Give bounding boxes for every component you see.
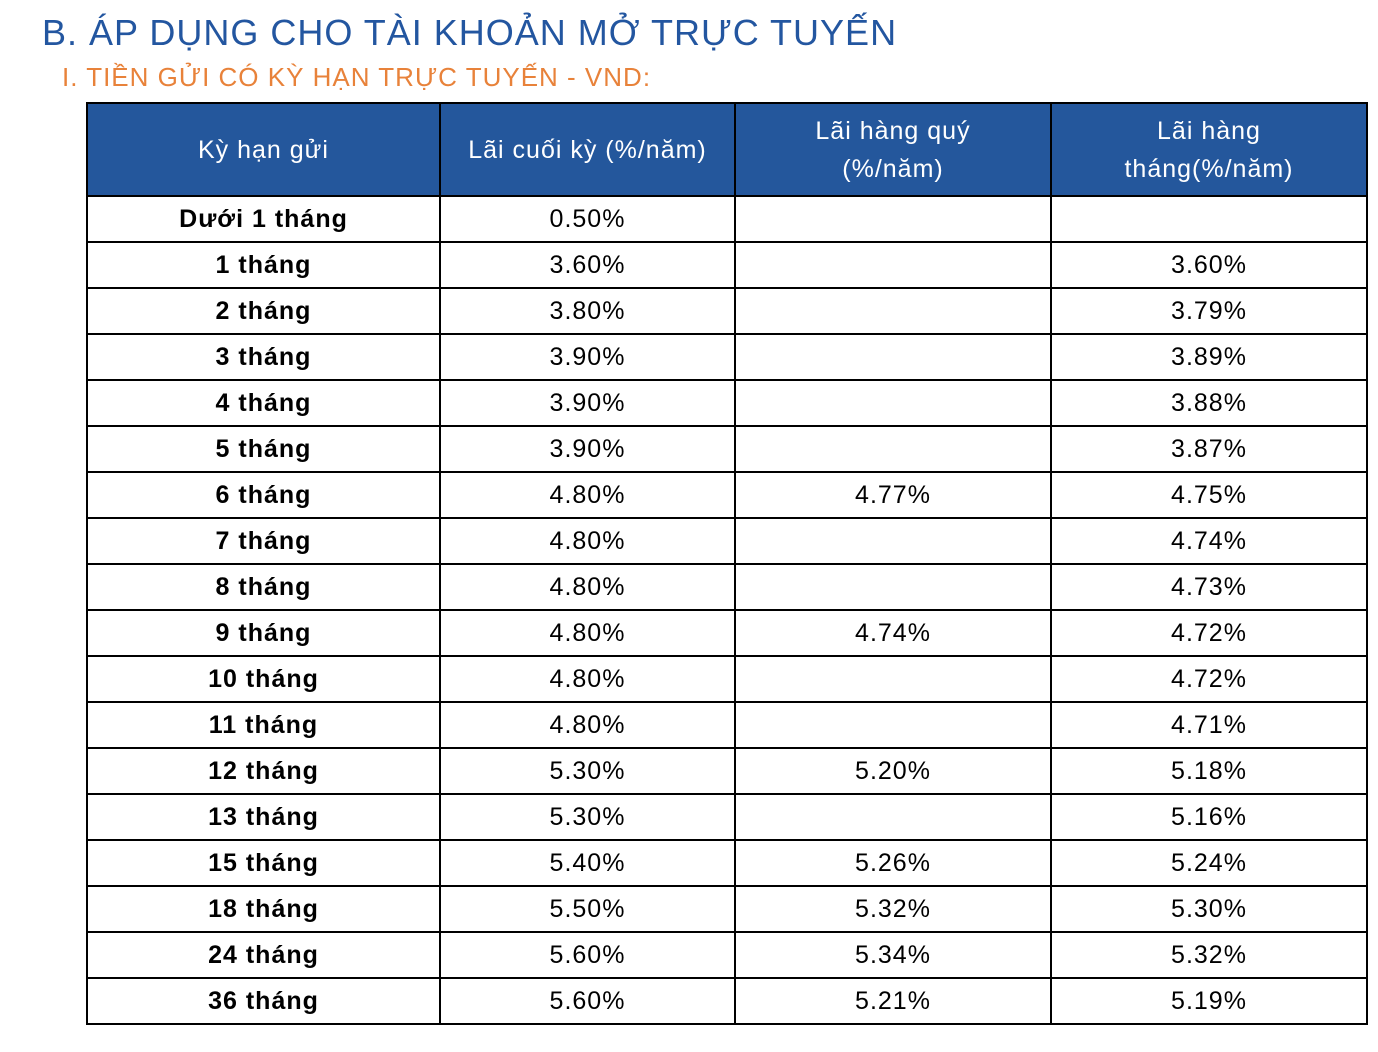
- cell-quarterly-rate: [734, 425, 1052, 473]
- cell-term: 12 tháng: [86, 747, 441, 795]
- cell-monthly-rate: 4.72%: [1050, 655, 1368, 703]
- cell-term: 15 tháng: [86, 839, 441, 887]
- cell-term: 11 tháng: [86, 701, 441, 749]
- cell-term: 9 tháng: [86, 609, 441, 657]
- cell-quarterly-rate: 5.26%: [734, 839, 1052, 887]
- cell-quarterly-rate: [734, 241, 1052, 289]
- cell-monthly-rate: 3.60%: [1050, 241, 1368, 289]
- table-row: Dưới 1 tháng 0.50%: [86, 195, 1368, 243]
- table-row: 8 tháng 4.80% 4.73%: [86, 563, 1368, 611]
- cell-quarterly-rate: 5.32%: [734, 885, 1052, 933]
- cell-term: 3 tháng: [86, 333, 441, 381]
- cell-monthly-rate: 5.30%: [1050, 885, 1368, 933]
- cell-end-of-term-rate: 3.90%: [439, 333, 736, 381]
- table-row: 18 tháng 5.50% 5.32% 5.30%: [86, 885, 1368, 933]
- header-term: Kỳ hạn gửi: [86, 102, 441, 197]
- header-end-of-term: Lãi cuối kỳ (%/năm): [439, 102, 736, 197]
- cell-quarterly-rate: [734, 701, 1052, 749]
- table-row: 4 tháng 3.90% 3.88%: [86, 379, 1368, 427]
- cell-term: 5 tháng: [86, 425, 441, 473]
- cell-monthly-rate: 5.16%: [1050, 793, 1368, 841]
- cell-quarterly-rate: 5.34%: [734, 931, 1052, 979]
- cell-monthly-rate: 5.19%: [1050, 977, 1368, 1025]
- cell-end-of-term-rate: 5.30%: [439, 747, 736, 795]
- cell-end-of-term-rate: 4.80%: [439, 655, 736, 703]
- cell-end-of-term-rate: 0.50%: [439, 195, 736, 243]
- cell-end-of-term-rate: 5.40%: [439, 839, 736, 887]
- cell-end-of-term-rate: 5.30%: [439, 793, 736, 841]
- cell-quarterly-rate: [734, 333, 1052, 381]
- cell-monthly-rate: 4.74%: [1050, 517, 1368, 565]
- table-row: 3 tháng 3.90% 3.89%: [86, 333, 1368, 381]
- cell-end-of-term-rate: 5.60%: [439, 977, 736, 1025]
- cell-end-of-term-rate: 3.90%: [439, 379, 736, 427]
- cell-monthly-rate: 3.89%: [1050, 333, 1368, 381]
- cell-term: Dưới 1 tháng: [86, 195, 441, 243]
- cell-term: 24 tháng: [86, 931, 441, 979]
- table-row: 5 tháng 3.90% 3.87%: [86, 425, 1368, 473]
- cell-monthly-rate: 4.71%: [1050, 701, 1368, 749]
- table-row: 15 tháng 5.40% 5.26% 5.24%: [86, 839, 1368, 887]
- cell-monthly-rate: 3.88%: [1050, 379, 1368, 427]
- cell-term: 6 tháng: [86, 471, 441, 519]
- cell-quarterly-rate: 4.77%: [734, 471, 1052, 519]
- cell-quarterly-rate: [734, 793, 1052, 841]
- cell-monthly-rate: 4.73%: [1050, 563, 1368, 611]
- cell-end-of-term-rate: 4.80%: [439, 609, 736, 657]
- cell-term: 13 tháng: [86, 793, 441, 841]
- cell-monthly-rate: 4.72%: [1050, 609, 1368, 657]
- table-row: 6 tháng 4.80% 4.77% 4.75%: [86, 471, 1368, 519]
- cell-end-of-term-rate: 4.80%: [439, 563, 736, 611]
- cell-quarterly-rate: 5.20%: [734, 747, 1052, 795]
- table-row: 9 tháng 4.80% 4.74% 4.72%: [86, 609, 1368, 657]
- cell-monthly-rate: 3.87%: [1050, 425, 1368, 473]
- cell-monthly-rate: 5.24%: [1050, 839, 1368, 887]
- table-row: 2 tháng 3.80% 3.79%: [86, 287, 1368, 335]
- cell-end-of-term-rate: 5.60%: [439, 931, 736, 979]
- cell-monthly-rate: 4.75%: [1050, 471, 1368, 519]
- table-row: 1 tháng 3.60% 3.60%: [86, 241, 1368, 289]
- cell-term: 8 tháng: [86, 563, 441, 611]
- table-row: 36 tháng 5.60% 5.21% 5.19%: [86, 977, 1368, 1025]
- cell-monthly-rate: 3.79%: [1050, 287, 1368, 335]
- cell-term: 36 tháng: [86, 977, 441, 1025]
- cell-end-of-term-rate: 4.80%: [439, 517, 736, 565]
- cell-end-of-term-rate: 4.80%: [439, 701, 736, 749]
- cell-term: 1 tháng: [86, 241, 441, 289]
- cell-quarterly-rate: [734, 379, 1052, 427]
- table-header-row: Kỳ hạn gửi Lãi cuối kỳ (%/năm) Lãi hàng …: [86, 102, 1368, 197]
- cell-term: 18 tháng: [86, 885, 441, 933]
- table-row: 13 tháng 5.30% 5.16%: [86, 793, 1368, 841]
- cell-end-of-term-rate: 3.80%: [439, 287, 736, 335]
- cell-monthly-rate: 5.18%: [1050, 747, 1368, 795]
- cell-quarterly-rate: [734, 195, 1052, 243]
- table-row: 10 tháng 4.80% 4.72%: [86, 655, 1368, 703]
- cell-quarterly-rate: 4.74%: [734, 609, 1052, 657]
- table-row: 11 tháng 4.80% 4.71%: [86, 701, 1368, 749]
- cell-end-of-term-rate: 5.50%: [439, 885, 736, 933]
- cell-end-of-term-rate: 3.60%: [439, 241, 736, 289]
- cell-quarterly-rate: [734, 287, 1052, 335]
- cell-term: 10 tháng: [86, 655, 441, 703]
- cell-monthly-rate: 5.32%: [1050, 931, 1368, 979]
- table-row: 24 tháng 5.60% 5.34% 5.32%: [86, 931, 1368, 979]
- section-subheading: I. TIỀN GỬI CÓ KỲ HẠN TRỰC TUYẾN - VND:: [62, 62, 652, 92]
- cell-monthly-rate: [1050, 195, 1368, 243]
- cell-end-of-term-rate: 3.90%: [439, 425, 736, 473]
- header-quarterly: Lãi hàng quý (%/năm): [734, 102, 1052, 197]
- cell-term: 7 tháng: [86, 517, 441, 565]
- cell-term: 4 tháng: [86, 379, 441, 427]
- cell-quarterly-rate: [734, 517, 1052, 565]
- interest-rate-table: Kỳ hạn gửi Lãi cuối kỳ (%/năm) Lãi hàng …: [86, 102, 1368, 1025]
- cell-term: 2 tháng: [86, 287, 441, 335]
- table-row: 12 tháng 5.30% 5.20% 5.18%: [86, 747, 1368, 795]
- section-heading: B. ÁP DỤNG CHO TÀI KHOẢN MỞ TRỰC TUYẾN: [42, 12, 898, 53]
- cell-quarterly-rate: [734, 563, 1052, 611]
- header-monthly: Lãi hàng tháng(%/năm): [1050, 102, 1368, 197]
- cell-quarterly-rate: 5.21%: [734, 977, 1052, 1025]
- cell-end-of-term-rate: 4.80%: [439, 471, 736, 519]
- cell-quarterly-rate: [734, 655, 1052, 703]
- table-row: 7 tháng 4.80% 4.74%: [86, 517, 1368, 565]
